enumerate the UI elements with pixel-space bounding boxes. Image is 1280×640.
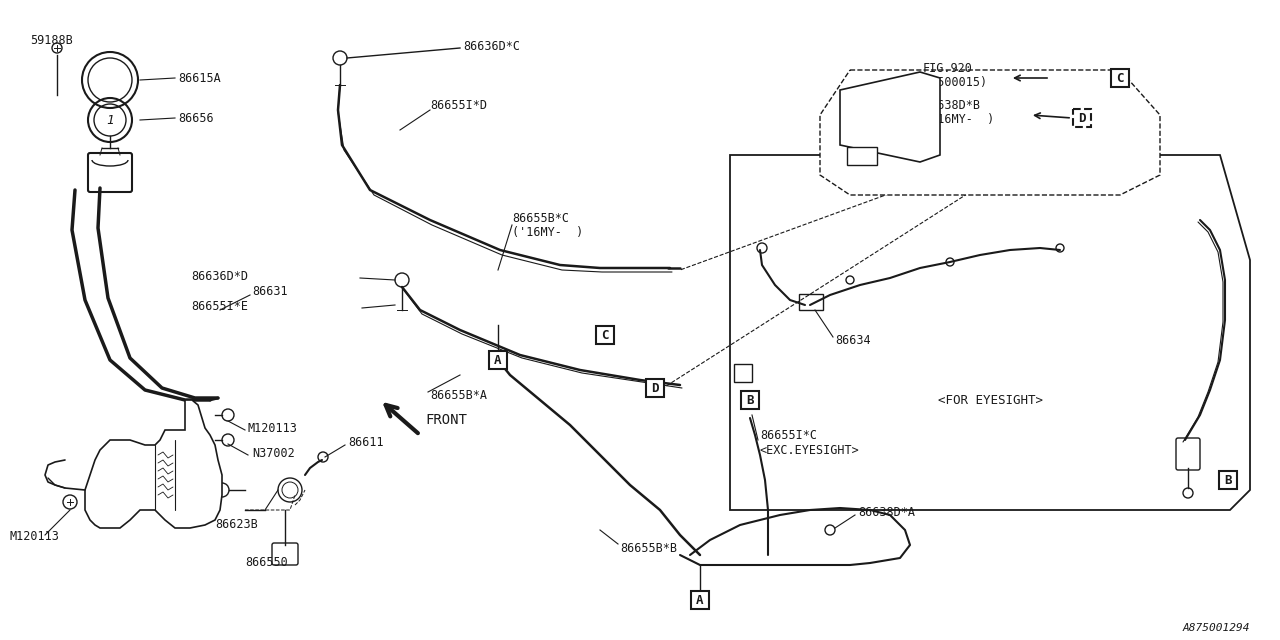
Text: 86636D*D: 86636D*D bbox=[191, 269, 248, 282]
Polygon shape bbox=[84, 400, 221, 528]
Text: ('16MY-  ): ('16MY- ) bbox=[512, 225, 584, 239]
Polygon shape bbox=[820, 70, 1160, 195]
Text: M120113: M120113 bbox=[10, 531, 60, 543]
Text: 86655I*C: 86655I*C bbox=[760, 429, 817, 442]
Bar bbox=[1111, 69, 1129, 87]
FancyBboxPatch shape bbox=[733, 364, 753, 382]
Text: 59188B: 59188B bbox=[29, 33, 73, 47]
Text: N37002: N37002 bbox=[252, 447, 294, 460]
Polygon shape bbox=[730, 155, 1251, 510]
Text: 86615A: 86615A bbox=[178, 72, 220, 84]
FancyBboxPatch shape bbox=[273, 543, 298, 565]
Text: M120113: M120113 bbox=[248, 422, 298, 435]
Bar bbox=[741, 391, 759, 409]
FancyBboxPatch shape bbox=[847, 147, 877, 165]
Text: 86656: 86656 bbox=[178, 111, 214, 125]
Bar bbox=[1219, 471, 1236, 489]
Text: A875001294: A875001294 bbox=[1183, 623, 1251, 633]
FancyBboxPatch shape bbox=[88, 153, 132, 192]
Text: 86611: 86611 bbox=[348, 435, 384, 449]
Text: 1: 1 bbox=[106, 113, 114, 127]
Text: D: D bbox=[1078, 111, 1085, 125]
Text: ('16MY-  ): ('16MY- ) bbox=[923, 113, 995, 125]
Bar bbox=[489, 351, 507, 369]
Text: 86655B*B: 86655B*B bbox=[620, 541, 677, 554]
Text: FIG.920: FIG.920 bbox=[923, 61, 973, 74]
Polygon shape bbox=[840, 72, 940, 162]
Text: <EXC.EYESIGHT>: <EXC.EYESIGHT> bbox=[760, 444, 860, 456]
FancyBboxPatch shape bbox=[1176, 438, 1201, 470]
Text: FRONT: FRONT bbox=[425, 413, 467, 427]
Bar bbox=[646, 379, 664, 397]
Text: 86638D*A: 86638D*A bbox=[858, 506, 915, 518]
Text: 86655I*D: 86655I*D bbox=[430, 99, 486, 111]
Text: 86655B*C: 86655B*C bbox=[512, 211, 570, 225]
Text: B: B bbox=[746, 394, 754, 406]
Text: 86634: 86634 bbox=[835, 333, 870, 346]
Text: 86655I*E: 86655I*E bbox=[191, 300, 248, 312]
Text: A: A bbox=[696, 593, 704, 607]
FancyBboxPatch shape bbox=[799, 294, 823, 310]
Text: <FOR EYESIGHT>: <FOR EYESIGHT> bbox=[937, 394, 1042, 406]
Text: A: A bbox=[494, 353, 502, 367]
Bar bbox=[691, 591, 709, 609]
Text: 86638D*B: 86638D*B bbox=[923, 99, 980, 111]
Text: 86623B: 86623B bbox=[215, 518, 257, 531]
Text: B: B bbox=[1224, 474, 1231, 486]
Text: D: D bbox=[652, 381, 659, 394]
Bar bbox=[596, 326, 614, 344]
Text: C: C bbox=[602, 328, 609, 342]
Text: C: C bbox=[1116, 72, 1124, 84]
Text: 86631: 86631 bbox=[252, 285, 288, 298]
Text: (Q500015): (Q500015) bbox=[923, 76, 987, 88]
Text: 86655B*A: 86655B*A bbox=[430, 388, 486, 401]
Text: 86636D*C: 86636D*C bbox=[463, 40, 520, 52]
Text: 866550: 866550 bbox=[244, 557, 288, 570]
Bar bbox=[1073, 109, 1091, 127]
